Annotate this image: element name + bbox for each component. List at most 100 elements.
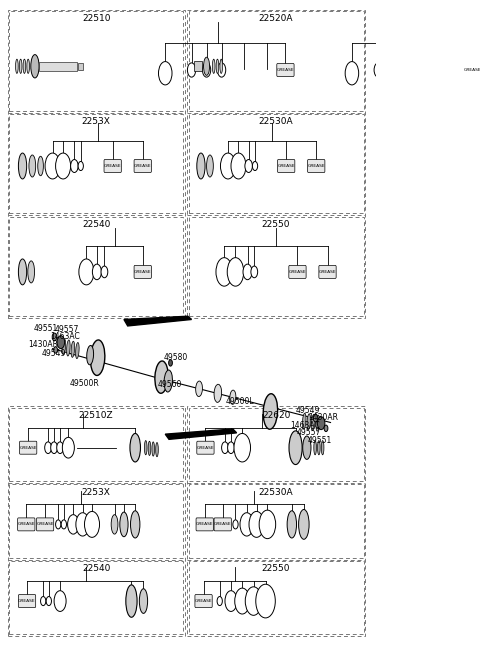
- Text: GREASE: GREASE: [134, 164, 152, 168]
- Ellipse shape: [321, 441, 324, 455]
- FancyBboxPatch shape: [277, 64, 294, 76]
- Circle shape: [57, 336, 65, 349]
- Ellipse shape: [29, 155, 36, 177]
- FancyBboxPatch shape: [195, 595, 212, 608]
- Circle shape: [158, 62, 172, 85]
- Ellipse shape: [38, 156, 43, 176]
- Ellipse shape: [90, 340, 105, 375]
- FancyBboxPatch shape: [277, 159, 295, 172]
- Circle shape: [78, 161, 84, 170]
- Ellipse shape: [111, 515, 118, 534]
- Text: 22620: 22620: [262, 411, 290, 420]
- Text: GREASE: GREASE: [214, 522, 231, 526]
- Text: 1463AC: 1463AC: [290, 421, 320, 430]
- Text: GREASE: GREASE: [18, 599, 36, 603]
- Circle shape: [317, 417, 325, 430]
- Ellipse shape: [130, 434, 141, 462]
- FancyBboxPatch shape: [319, 266, 336, 279]
- Text: GREASE: GREASE: [463, 68, 480, 72]
- Ellipse shape: [18, 153, 27, 179]
- Ellipse shape: [75, 343, 79, 358]
- Circle shape: [52, 333, 57, 341]
- Text: GREASE: GREASE: [197, 446, 214, 450]
- Ellipse shape: [31, 54, 39, 78]
- Circle shape: [54, 591, 66, 612]
- Circle shape: [101, 266, 108, 278]
- Text: 49549: 49549: [296, 406, 320, 415]
- Text: 49580: 49580: [163, 353, 188, 362]
- Ellipse shape: [303, 436, 311, 459]
- FancyBboxPatch shape: [20, 441, 37, 454]
- Circle shape: [57, 442, 63, 454]
- Text: 49500L: 49500L: [225, 397, 254, 406]
- Circle shape: [259, 510, 276, 538]
- Circle shape: [324, 425, 328, 432]
- Ellipse shape: [144, 441, 147, 455]
- Text: 22510Z: 22510Z: [79, 411, 113, 420]
- Ellipse shape: [131, 511, 140, 538]
- Circle shape: [168, 360, 172, 366]
- Ellipse shape: [67, 340, 70, 356]
- Text: 22530A: 22530A: [259, 487, 293, 496]
- Circle shape: [45, 442, 51, 454]
- Ellipse shape: [28, 261, 35, 283]
- FancyBboxPatch shape: [134, 159, 151, 172]
- FancyBboxPatch shape: [104, 159, 121, 172]
- Ellipse shape: [314, 441, 316, 455]
- Circle shape: [45, 153, 60, 179]
- Text: GREASE: GREASE: [307, 164, 325, 168]
- Circle shape: [345, 62, 359, 85]
- Circle shape: [203, 63, 211, 77]
- FancyBboxPatch shape: [289, 266, 306, 279]
- Circle shape: [228, 442, 234, 454]
- Text: 22510: 22510: [82, 14, 110, 23]
- Circle shape: [56, 520, 61, 529]
- Ellipse shape: [197, 153, 205, 179]
- Ellipse shape: [164, 370, 172, 392]
- Circle shape: [84, 511, 99, 537]
- Text: GREASE: GREASE: [288, 270, 306, 274]
- Circle shape: [404, 63, 412, 77]
- Circle shape: [46, 597, 51, 606]
- Circle shape: [256, 584, 276, 618]
- Text: GREASE: GREASE: [319, 270, 336, 274]
- Ellipse shape: [155, 361, 168, 393]
- Circle shape: [79, 259, 94, 285]
- Text: 2253X: 2253X: [82, 117, 110, 126]
- Ellipse shape: [263, 394, 277, 429]
- Text: 22550: 22550: [262, 220, 290, 229]
- Ellipse shape: [216, 59, 219, 73]
- Text: GREASE: GREASE: [277, 164, 295, 168]
- Circle shape: [233, 520, 238, 529]
- Circle shape: [222, 442, 228, 454]
- Text: GREASE: GREASE: [19, 446, 37, 450]
- Circle shape: [227, 258, 244, 286]
- Circle shape: [62, 437, 74, 458]
- Ellipse shape: [204, 57, 210, 75]
- Circle shape: [252, 161, 258, 170]
- FancyBboxPatch shape: [134, 266, 151, 279]
- Ellipse shape: [307, 414, 311, 430]
- Circle shape: [225, 591, 237, 612]
- Ellipse shape: [139, 589, 148, 614]
- Ellipse shape: [62, 339, 66, 354]
- Ellipse shape: [87, 345, 94, 365]
- Circle shape: [389, 63, 397, 77]
- Circle shape: [245, 587, 262, 616]
- Text: 1430AR: 1430AR: [308, 413, 338, 422]
- Ellipse shape: [120, 512, 128, 537]
- Text: 49551: 49551: [34, 324, 58, 333]
- Text: GREASE: GREASE: [36, 522, 54, 526]
- Circle shape: [51, 442, 58, 454]
- Text: 22520A: 22520A: [259, 14, 293, 23]
- Circle shape: [54, 347, 58, 353]
- Circle shape: [245, 159, 252, 172]
- Circle shape: [235, 588, 250, 614]
- Circle shape: [217, 63, 226, 77]
- Ellipse shape: [312, 415, 315, 430]
- Ellipse shape: [220, 59, 223, 73]
- Text: 1430AR: 1430AR: [28, 340, 58, 349]
- Text: 49557: 49557: [54, 325, 79, 334]
- Circle shape: [68, 515, 79, 534]
- Ellipse shape: [212, 59, 215, 73]
